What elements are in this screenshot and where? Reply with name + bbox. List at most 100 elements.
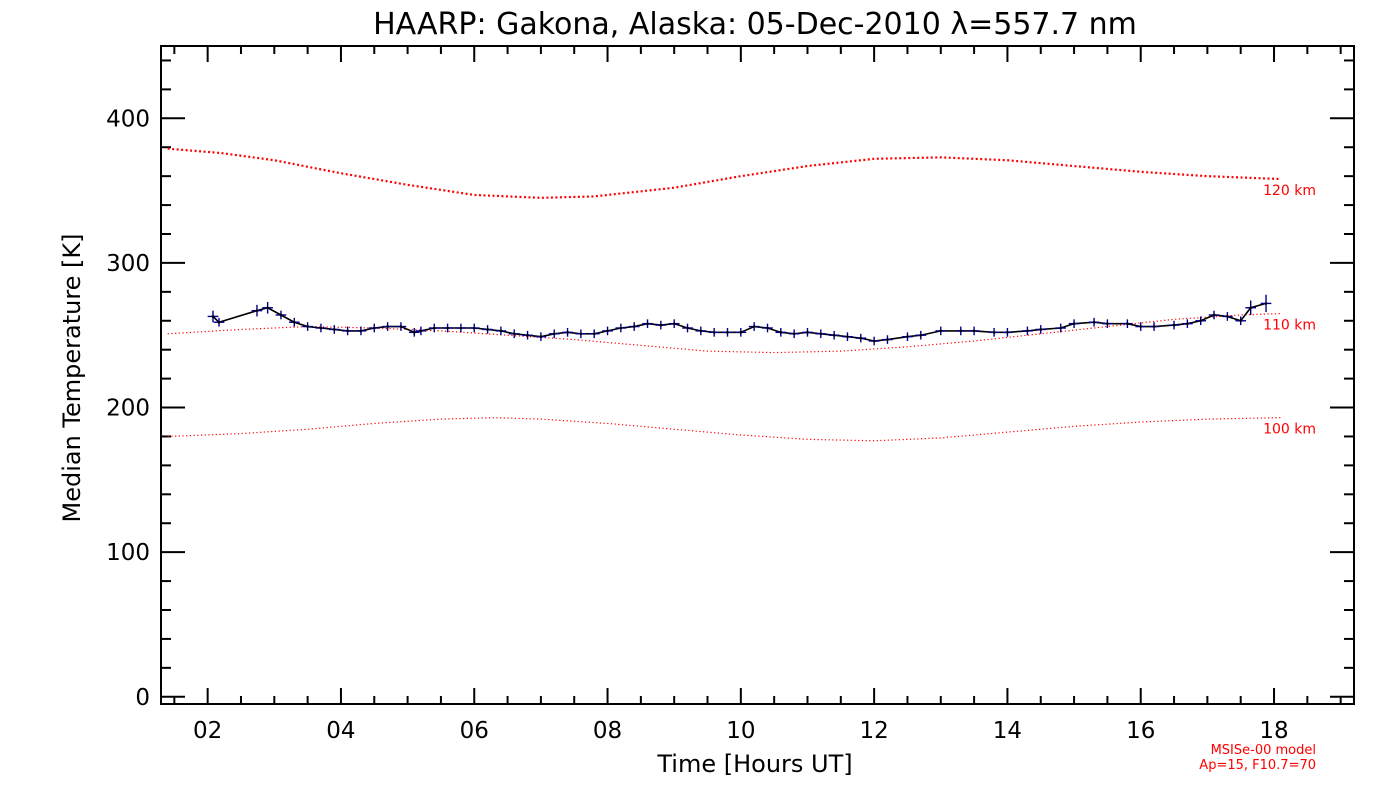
- measured-point: [432, 326, 436, 330]
- y-tick-label: 200: [106, 396, 150, 422]
- measured-point: [659, 323, 663, 327]
- measured-point: [526, 333, 529, 337]
- measured-point: [279, 313, 283, 317]
- measured-point: [266, 306, 269, 310]
- model-note-line-2: Ap=15, F10.7=70: [1199, 758, 1316, 773]
- x-tick-label: 14: [993, 718, 1022, 744]
- x-tick-label: 02: [193, 718, 222, 744]
- measured-point: [512, 332, 516, 336]
- measured-point: [359, 329, 363, 333]
- measured-point: [766, 326, 769, 330]
- measured-point: [566, 331, 569, 334]
- measured-point: [1126, 322, 1129, 325]
- measured-point: [672, 322, 676, 325]
- measured-point: [859, 336, 863, 340]
- measured-point: [399, 325, 403, 328]
- measured-point: [386, 325, 389, 328]
- measured-point: [346, 329, 349, 333]
- measured-point: [619, 326, 623, 330]
- x-tick-label: 12: [859, 718, 888, 744]
- measured-point: [906, 335, 909, 338]
- model-curve-label: 110 km: [1263, 318, 1316, 334]
- measured-point: [1152, 325, 1156, 328]
- x-tick-labels: 02 04 06 08 10 12 14 16 18: [193, 718, 1289, 744]
- measured-point: [1226, 315, 1229, 318]
- measured-point: [419, 329, 423, 333]
- measured-point: [806, 331, 809, 334]
- measured-series: [207, 294, 1272, 346]
- measured-point: [959, 329, 963, 333]
- measured-point: [832, 333, 836, 337]
- model-note-line-1: MSISe-00 model: [1211, 743, 1316, 758]
- measured-point: [819, 332, 823, 336]
- measured-point: [686, 326, 689, 330]
- measured-point: [792, 332, 796, 336]
- model-curve-line: [167, 312, 1281, 354]
- measured-point: [1106, 322, 1109, 325]
- measured-point: [1139, 325, 1143, 328]
- measured-point: [939, 329, 943, 333]
- measured-point: [1092, 320, 1096, 324]
- measured-point: [1264, 302, 1268, 305]
- measured-point: [1039, 328, 1043, 331]
- measured-point: [486, 328, 489, 331]
- measured-point: [472, 326, 476, 330]
- model-curve-label: 120 km: [1263, 183, 1316, 199]
- measured-point: [779, 331, 783, 334]
- y-tick-label: 400: [106, 106, 150, 132]
- measured-point: [972, 329, 976, 333]
- measured-point: [592, 332, 596, 336]
- measured-point: [579, 332, 583, 336]
- model-curve-line: [167, 147, 1281, 199]
- measured-point: [1072, 322, 1076, 325]
- measured-point: [726, 331, 729, 334]
- measured-point: [1249, 306, 1252, 310]
- measured-point: [846, 335, 849, 338]
- measured-point: [699, 329, 703, 333]
- measured-point: [1186, 322, 1189, 325]
- measured-point: [1239, 319, 1242, 323]
- measured-point: [992, 331, 996, 334]
- x-axis-label: Time [Hours UT]: [656, 750, 852, 778]
- y-tick-label: 100: [106, 540, 150, 566]
- measured-point: [217, 320, 221, 324]
- measured-point: [332, 328, 336, 331]
- measured-point: [539, 335, 543, 338]
- measured-point: [1199, 319, 1203, 323]
- plot-frame: [160, 45, 1355, 705]
- measured-point: [306, 325, 309, 328]
- measured-point: [1172, 323, 1176, 327]
- measured-point: [1212, 313, 1216, 317]
- x-tick-label: 04: [326, 718, 355, 744]
- measured-point: [372, 326, 376, 330]
- measured-point: [1026, 329, 1029, 333]
- measured-point: [412, 331, 416, 334]
- measured-point: [752, 325, 756, 328]
- axis-ticks: [161, 46, 1354, 704]
- measured-point: [255, 309, 259, 312]
- model-curve-label: 100 km: [1263, 422, 1316, 438]
- x-tick-label: 08: [593, 718, 622, 744]
- model-curve-line: [167, 417, 1281, 442]
- chart-title: HAARP: Gakona, Alaska: 05-Dec-2010 λ=557…: [373, 7, 1137, 42]
- x-tick-label: 10: [726, 718, 755, 744]
- measured-point: [292, 320, 296, 324]
- measured-point: [446, 326, 449, 330]
- measured-point: [1006, 331, 1009, 334]
- y-axis-label: Median Temperature [K]: [58, 233, 86, 522]
- measured-point: [646, 322, 649, 325]
- measured-point: [712, 331, 716, 334]
- measured-point: [499, 329, 503, 333]
- y-tick-label: 300: [106, 251, 150, 277]
- measured-point: [552, 332, 556, 336]
- measured-point: [919, 333, 923, 337]
- measured-point: [606, 329, 609, 333]
- y-tick-labels: 0 100 200 300 400: [106, 106, 150, 710]
- measured-point: [211, 315, 215, 318]
- measured-point: [459, 326, 463, 330]
- x-tick-label: 18: [1259, 718, 1288, 744]
- measured-point: [319, 326, 323, 330]
- model-curve-labels: 120 km 110 km 100 km: [1263, 183, 1316, 438]
- x-tick-label: 16: [1126, 718, 1155, 744]
